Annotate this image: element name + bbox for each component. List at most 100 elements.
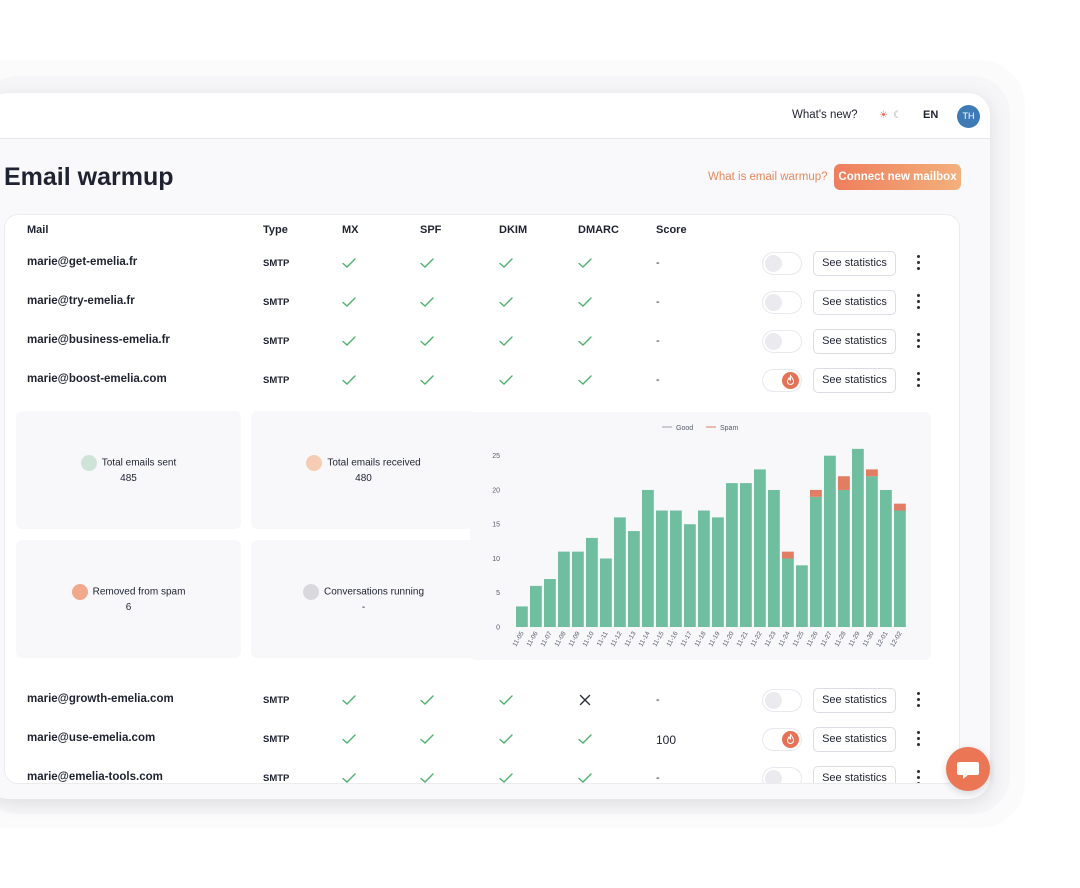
dmarc-check-icon: [578, 734, 592, 744]
bar-good: [838, 489, 850, 627]
bar-good: [726, 483, 738, 627]
score-value: -: [656, 694, 660, 706]
bar-good: [670, 510, 682, 627]
connect-mailbox-button[interactable]: Connect new mailbox: [834, 164, 961, 190]
what-is-warmup-link[interactable]: What is email warmup?: [708, 171, 828, 183]
sun-icon: ☀: [879, 110, 888, 121]
mx-check-icon: [342, 297, 356, 307]
y-tick-label: 0: [496, 625, 500, 632]
stat-value: 485: [120, 473, 137, 484]
warmup-toggle[interactable]: [762, 252, 802, 275]
header-score: Score: [656, 224, 687, 236]
x-tick-label: 11-21: [735, 630, 749, 648]
more-options-icon[interactable]: [913, 369, 923, 391]
x-tick-label: 11-28: [833, 630, 847, 648]
language-selector[interactable]: EN: [923, 109, 939, 121]
warmup-toggle[interactable]: [762, 369, 802, 392]
mail-address: marie@growth-emelia.com: [27, 693, 174, 705]
header-mx: MX: [342, 224, 359, 236]
dmarc-check-icon: [578, 773, 592, 783]
x-tick-label: 11-08: [553, 630, 567, 648]
x-tick-label: 11-16: [665, 630, 679, 648]
more-options-icon[interactable]: [913, 330, 923, 352]
x-tick-label: 11-20: [721, 630, 735, 648]
warmup-toggle[interactable]: [762, 330, 802, 353]
see-statistics-button[interactable]: See statistics: [813, 251, 896, 276]
warmup-toggle[interactable]: [762, 767, 802, 783]
whats-new-link[interactable]: What's new?: [792, 109, 858, 121]
more-options-icon[interactable]: [913, 252, 923, 274]
x-tick-label: 11-11: [596, 630, 610, 647]
table-row: marie@business-emelia.fr SMTP - See statist…: [5, 323, 959, 362]
bar-good: [894, 510, 906, 627]
more-options-icon[interactable]: [913, 689, 923, 711]
x-tick-label: 11-10: [581, 630, 595, 648]
avatar[interactable]: TH: [957, 105, 980, 128]
theme-toggle[interactable]: ☀ ☾: [873, 107, 907, 125]
bar-good: [810, 496, 822, 627]
stat-label: Total emails sent: [101, 457, 177, 469]
warmup-toggle[interactable]: [762, 728, 802, 751]
stat-conversations-running: Conversations running -: [251, 540, 476, 658]
see-statistics-button[interactable]: See statistics: [813, 688, 896, 713]
x-tick-label: 11-27: [819, 630, 833, 648]
chat-bubble-icon: [957, 762, 979, 779]
more-options-icon[interactable]: [913, 767, 923, 783]
toggle-knob: [765, 333, 782, 350]
header-dmarc: DMARC: [578, 224, 619, 236]
mail-address: marie@use-emelia.com: [27, 732, 156, 744]
more-options-icon[interactable]: [913, 728, 923, 750]
send-icon: [80, 455, 97, 471]
dmarc-check-icon: [578, 258, 592, 268]
top-bar: What's new? ☀ ☾ EN TH: [0, 93, 990, 139]
spf-check-icon: [420, 375, 434, 385]
chat-icon: [302, 584, 319, 600]
spf-check-icon: [420, 258, 434, 268]
shield-icon: [71, 584, 88, 600]
bar-good: [530, 585, 542, 627]
spf-check-icon: [420, 336, 434, 346]
chat-button[interactable]: [946, 747, 990, 791]
see-statistics-button[interactable]: See statistics: [813, 368, 896, 393]
bar-good: [684, 524, 696, 627]
legend-spam-label: Spam: [720, 425, 738, 432]
see-statistics-button[interactable]: See statistics: [813, 727, 896, 752]
see-statistics-button[interactable]: See statistics: [813, 290, 896, 315]
bar-good: [614, 517, 626, 627]
warmup-toggle[interactable]: [762, 689, 802, 712]
header-dkim: DKIM: [499, 224, 528, 236]
mail-address: marie@emelia-tools.com: [27, 771, 163, 783]
x-tick-label: 11-19: [707, 630, 721, 648]
bar-good: [824, 455, 836, 627]
dmarc-check-icon: [578, 336, 592, 346]
flame-icon: [782, 372, 799, 389]
warmup-toggle[interactable]: [762, 291, 802, 314]
warmup-chart: Good Spam 0 5 10 15 20 25 11-05 11-06 11-07 11-08 11…: [470, 412, 931, 660]
bar-good: [866, 476, 878, 627]
more-options-icon[interactable]: [913, 291, 923, 313]
x-tick-label: 11-13: [623, 630, 637, 648]
dkim-check-icon: [499, 258, 513, 268]
dkim-check-icon: [499, 773, 513, 783]
bar-good: [768, 489, 780, 627]
see-statistics-button[interactable]: See statistics: [813, 766, 896, 783]
mx-check-icon: [342, 375, 356, 385]
bar-good: [796, 565, 808, 627]
toggle-knob: [765, 294, 782, 311]
x-tick-label: 12-02: [889, 630, 904, 648]
inbox-icon: [306, 455, 323, 471]
table-row: marie@boost-emelia.com SMTP - See statistic…: [5, 362, 959, 401]
bar-good: [586, 537, 598, 627]
score-value: -: [656, 374, 660, 386]
stat-label: Total emails received: [327, 457, 421, 469]
page-title: Email warmup: [4, 163, 174, 191]
dmarc-check-icon: [578, 375, 592, 385]
dmarc-cross-icon: [579, 694, 591, 706]
header-spf: SPF: [420, 224, 442, 236]
dkim-check-icon: [499, 695, 513, 705]
see-statistics-button[interactable]: See statistics: [813, 329, 896, 354]
mail-address: marie@boost-emelia.com: [27, 373, 167, 385]
bar-good: [516, 606, 528, 627]
mail-type: SMTP: [263, 695, 290, 706]
spf-check-icon: [420, 773, 434, 783]
